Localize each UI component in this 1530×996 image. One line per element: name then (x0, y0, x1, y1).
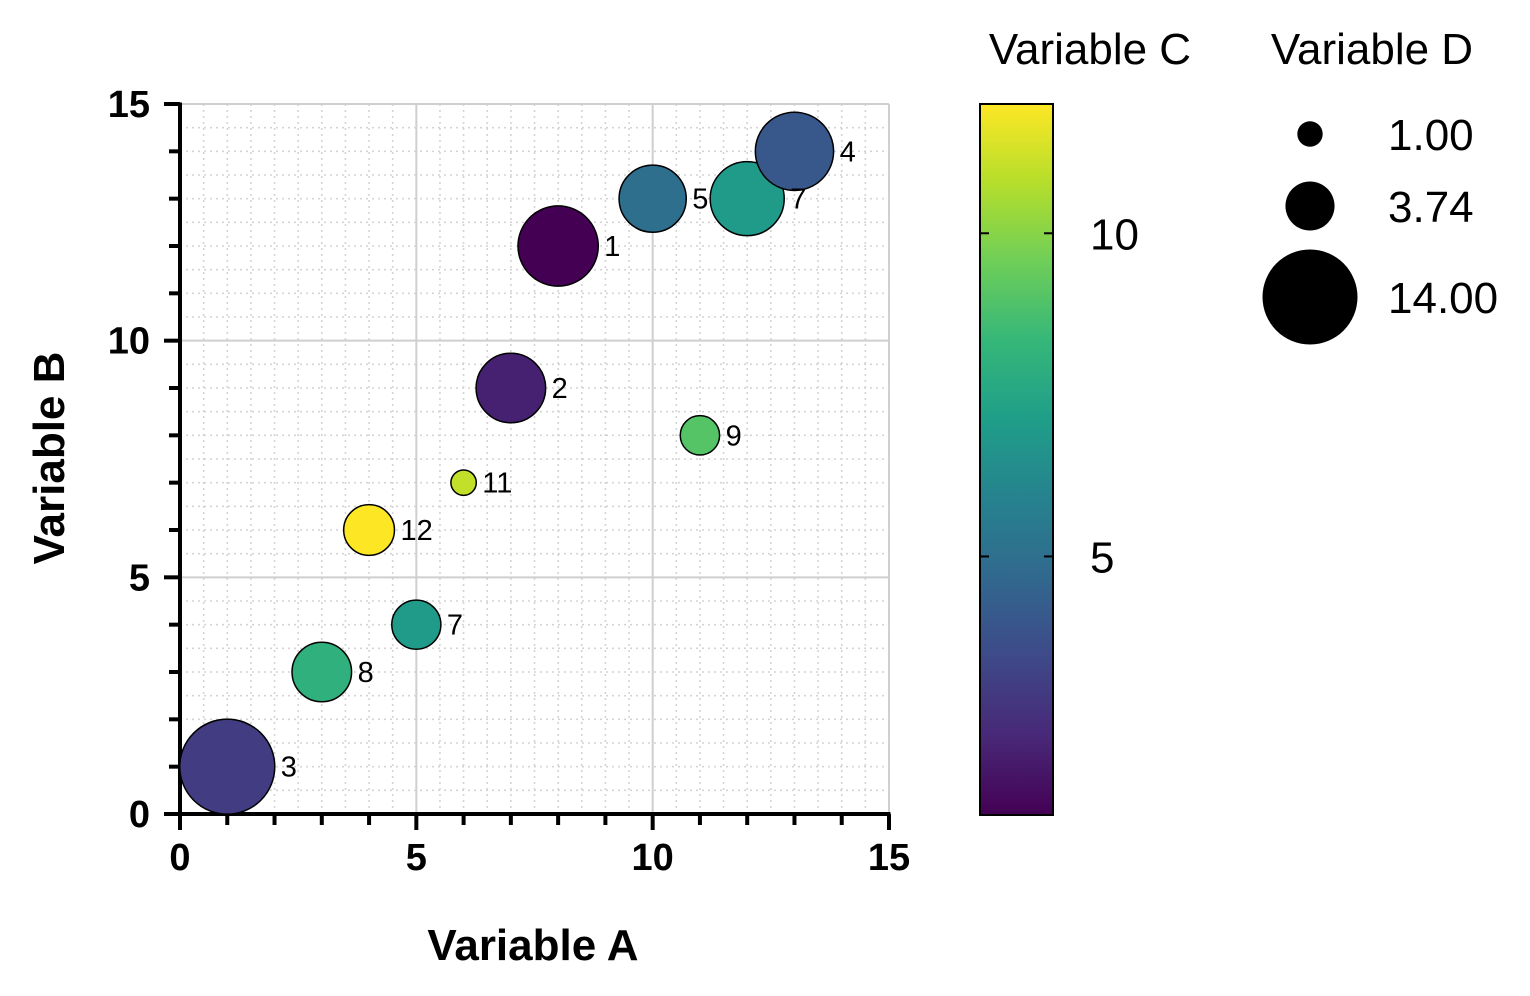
y-axis-title: Variable B (25, 352, 74, 565)
bubble-label: 9 (726, 420, 742, 452)
bubble-label: 5 (692, 184, 708, 216)
bubble (618, 164, 688, 234)
bubble-label: 2 (552, 373, 568, 405)
bubble (291, 641, 353, 703)
bubble (342, 503, 396, 557)
bubble-label: 12 (400, 515, 432, 547)
grid-lines (180, 103, 890, 814)
size-legend-label: 14.00 (1388, 274, 1498, 323)
bubble (754, 111, 835, 192)
bubble-label: 7 (447, 610, 463, 642)
bubble (679, 414, 721, 456)
size-legend-marker (1262, 249, 1358, 345)
colorbar (979, 103, 1054, 816)
bubble (709, 160, 785, 237)
data-points: 3 8 7 12 11 2 9 1 5 7 4 (179, 111, 856, 815)
bubble-label: 8 (358, 657, 374, 689)
y-tick-label: 15 (108, 84, 150, 126)
colorbar-tick-label: 10 (1090, 210, 1139, 259)
size-legend-label: 3.74 (1388, 183, 1474, 232)
y-tick-label: 5 (129, 557, 150, 599)
x-tick-label: 0 (169, 837, 190, 879)
color-legend-title: Variable C (989, 25, 1191, 74)
size-legend: Variable D 1.00 3.74 14.00 (1262, 25, 1498, 345)
size-legend-label: 1.00 (1388, 111, 1474, 160)
size-legend-marker (1297, 121, 1323, 147)
colorbar-tick-label: 5 (1090, 533, 1114, 582)
bubble (517, 205, 600, 287)
bubble-label: 7 (790, 184, 806, 216)
bubble (450, 469, 478, 497)
bubble (179, 718, 276, 815)
bubble-label: 4 (840, 136, 856, 168)
bubble-label: 1 (604, 231, 620, 263)
size-legend-title: Variable D (1271, 25, 1473, 74)
color-scale-legend: Variable C 5 10 (979, 25, 1191, 816)
x-axis-title: Variable A (427, 921, 638, 970)
bubble (475, 352, 547, 424)
y-tick-label: 0 (129, 794, 150, 836)
bubble-label: 3 (281, 752, 297, 784)
x-tick-label: 10 (632, 837, 674, 879)
x-tick-label: 15 (868, 837, 910, 879)
y-tick-label: 10 (108, 321, 150, 363)
bubble (391, 599, 442, 650)
size-legend-marker (1285, 181, 1335, 231)
x-tick-label: 5 (406, 837, 427, 879)
bubble-label: 11 (482, 468, 512, 500)
